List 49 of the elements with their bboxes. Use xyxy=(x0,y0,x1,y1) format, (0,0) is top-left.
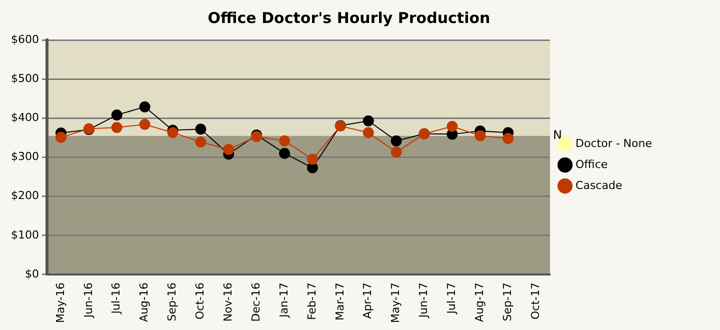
x-tick-label: Mar-17 xyxy=(333,282,346,321)
point xyxy=(55,132,66,143)
y-tick-label: $400 xyxy=(10,111,39,124)
y-tick-label: $300 xyxy=(10,150,39,164)
band-label: N xyxy=(553,128,562,142)
x-tick-label: Feb-17 xyxy=(305,282,318,320)
point xyxy=(390,135,402,146)
point xyxy=(279,148,290,159)
x-tick-label: Aug-16 xyxy=(138,282,151,322)
x-tick-label: Jun-16 xyxy=(82,282,95,319)
x-tick-label: Sep-17 xyxy=(500,282,514,322)
point xyxy=(390,146,402,158)
legend-label: Office xyxy=(576,158,608,171)
point xyxy=(362,115,374,126)
point xyxy=(111,110,122,121)
point xyxy=(223,144,234,155)
point xyxy=(139,118,150,130)
x-tick-label: Sep-16 xyxy=(166,282,179,322)
y-tick-label: $0 xyxy=(24,267,39,280)
x-tick-label: Jul-16 xyxy=(110,282,123,315)
x-tick-label: Jan-17 xyxy=(277,282,290,318)
x-tick-label: May-16 xyxy=(54,282,67,323)
point xyxy=(195,136,206,148)
y-tick-label: $100 xyxy=(10,228,39,242)
point xyxy=(111,122,122,134)
x-tick-label: Aug-17 xyxy=(473,282,486,322)
x-tick-label: Oct-16 xyxy=(194,282,207,320)
x-tick-label: Jul-17 xyxy=(445,282,458,315)
point xyxy=(502,132,514,144)
x-tick-label: Dec-16 xyxy=(249,282,262,322)
point xyxy=(167,127,178,138)
chart-title: Office Doctor's Hourly Production xyxy=(208,8,490,27)
point xyxy=(139,101,150,112)
point xyxy=(362,127,374,138)
point xyxy=(195,124,206,135)
point xyxy=(279,135,290,146)
legend-label: Doctor - None xyxy=(576,136,652,150)
x-tick-label: Apr-17 xyxy=(361,282,374,319)
y-tick-label: $500 xyxy=(10,72,39,85)
x-tick-label: Oct-17 xyxy=(528,282,542,320)
y-tick-label: $200 xyxy=(10,189,39,202)
y-tick-label: $600 xyxy=(10,32,39,46)
point xyxy=(474,130,486,142)
point xyxy=(446,120,458,132)
point xyxy=(306,154,318,165)
x-tick-label: Nov-16 xyxy=(222,282,235,322)
x-tick-label: May-17 xyxy=(389,282,402,323)
x-tick-label: Jun-17 xyxy=(417,282,430,319)
legend-label: Cascade xyxy=(576,178,622,192)
